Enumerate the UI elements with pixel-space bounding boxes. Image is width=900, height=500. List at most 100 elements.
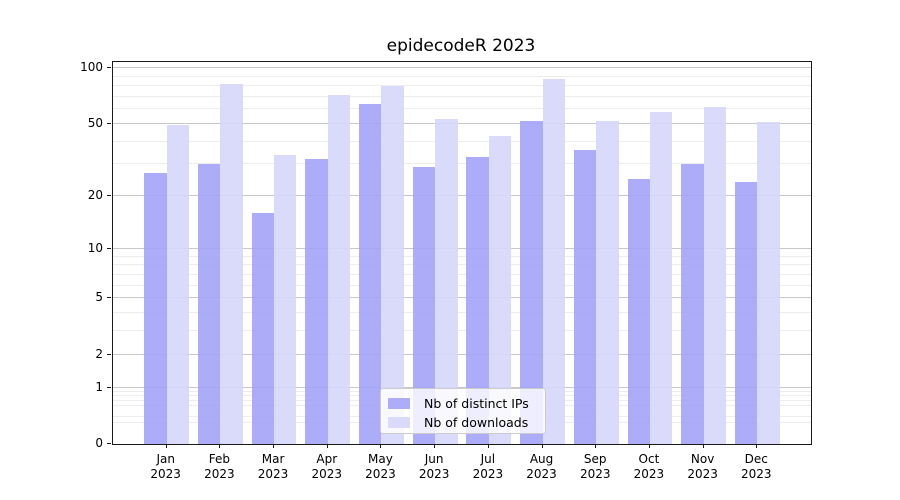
minor-gridline	[113, 273, 811, 275]
x-tick-label-line: Aug	[529, 452, 554, 466]
x-tick-label-line: Jul	[480, 452, 496, 466]
x-tick-label: Oct 2023	[609, 452, 689, 482]
x-tick-label-line: 2023	[257, 467, 289, 481]
bar-downloads-3	[327, 94, 351, 444]
x-tick-mark	[380, 444, 382, 448]
y-tick-mark	[107, 353, 111, 355]
y-tick-mark	[107, 386, 111, 388]
bar-downloads-10	[703, 106, 726, 444]
x-tick-label: May 2023	[340, 452, 420, 482]
legend: Nb of distinct IPs Nb of downloads	[380, 388, 546, 434]
x-tick-label: Dec 2023	[716, 452, 796, 482]
bar-ips-3	[305, 159, 328, 444]
bar-ips-4	[359, 104, 382, 444]
x-tick-label-line: Apr	[316, 452, 338, 466]
bar-ips-10	[681, 164, 704, 444]
bar-downloads-2	[274, 154, 297, 444]
x-tick-label: Sep 2023	[555, 452, 635, 482]
minor-gridline	[113, 95, 811, 97]
y-tick-label: 0	[95, 436, 103, 450]
y-tick-label: 50	[87, 115, 103, 130]
y-tick-mark	[107, 297, 111, 299]
x-tick-label-line: Nov	[690, 452, 715, 466]
bar-ips-2	[251, 213, 275, 444]
x-tick-label: Feb 2023	[179, 452, 259, 482]
y-tick-mark	[107, 247, 111, 249]
bar-downloads-6	[488, 135, 512, 444]
x-tick-mark	[595, 444, 597, 448]
bar-ips-8	[573, 149, 597, 444]
x-tick-label-line: Dec	[744, 452, 768, 466]
y-tick-mark	[107, 195, 111, 197]
x-tick-label-line: Sep	[583, 452, 607, 466]
bar-downloads-0	[166, 125, 190, 444]
minor-gridline	[113, 163, 811, 165]
legend-item: Nb of distinct IPs	[388, 394, 545, 413]
y-tick-mark	[107, 443, 111, 444]
major-gridline	[113, 353, 811, 355]
major-gridline	[113, 195, 811, 197]
x-tick-label-line: 2023	[579, 467, 611, 481]
x-tick-mark	[434, 444, 436, 448]
y-tick-label: 10	[87, 240, 103, 255]
x-tick-label-line: 2023	[741, 467, 772, 481]
bar-ips-0	[144, 172, 167, 444]
plot-area	[112, 61, 812, 445]
bar-downloads-8	[596, 120, 619, 444]
x-tick-mark	[487, 444, 489, 448]
bar-ips-11	[734, 181, 758, 444]
x-tick-label-line: 2023	[418, 467, 450, 481]
minor-gridline	[113, 140, 811, 142]
x-tick-label-line: Jun	[424, 452, 444, 466]
x-tick-mark	[165, 444, 167, 448]
x-tick-label-line: 2023	[204, 467, 235, 481]
x-tick-mark	[219, 444, 221, 448]
major-gridline	[113, 67, 811, 69]
y-tick-mark	[107, 67, 111, 69]
x-tick-label-line: 2023	[311, 467, 343, 481]
y-tick-label: 20	[87, 188, 103, 203]
x-tick-label-line: Oct	[638, 452, 660, 466]
bar-ips-7	[520, 120, 543, 444]
legend-swatch	[388, 417, 410, 428]
x-tick-label-line: 2023	[687, 467, 718, 481]
y-tick-label: 5	[95, 290, 103, 305]
bar-downloads-1	[220, 84, 243, 444]
bar-downloads-7	[542, 78, 565, 444]
minor-gridline	[113, 264, 811, 266]
legend-swatch	[388, 398, 410, 409]
y-tick-label: 2	[95, 346, 103, 361]
bar-downloads-9	[649, 111, 673, 444]
x-tick-label-line: Jan	[156, 452, 175, 466]
x-tick-mark	[648, 444, 650, 448]
x-tick-label: Jan 2023	[126, 452, 206, 482]
x-tick-mark	[756, 444, 758, 448]
y-tick-mark	[107, 122, 111, 124]
bar-ips-9	[627, 178, 650, 444]
legend-label: Nb of downloads	[424, 415, 529, 430]
x-tick-label-line: 2023	[365, 467, 396, 481]
x-tick-label: Nov 2023	[663, 452, 743, 482]
x-tick-label-line: May	[368, 452, 393, 466]
x-tick-label: Apr 2023	[287, 452, 367, 482]
x-tick-label-line: 2023	[472, 467, 504, 481]
y-tick-label: 100	[80, 60, 103, 75]
minor-gridline	[113, 311, 811, 313]
bar-ips-6	[466, 156, 489, 444]
minor-gridline	[113, 330, 811, 332]
minor-gridline	[113, 284, 811, 286]
bar-ips-1	[197, 164, 221, 444]
bar-downloads-5	[435, 119, 458, 444]
minor-gridline	[113, 85, 811, 87]
x-tick-label: Aug 2023	[502, 452, 582, 482]
legend-item: Nb of downloads	[388, 413, 545, 432]
x-tick-mark	[326, 444, 328, 448]
legend-label: Nb of distinct IPs	[424, 396, 529, 411]
major-gridline	[113, 122, 811, 124]
x-tick-label-line: Mar	[261, 452, 285, 466]
minor-gridline	[113, 255, 811, 257]
x-tick-label-line: 2023	[526, 467, 557, 481]
x-tick-mark	[273, 444, 275, 448]
x-tick-label: Mar 2023	[233, 452, 313, 482]
